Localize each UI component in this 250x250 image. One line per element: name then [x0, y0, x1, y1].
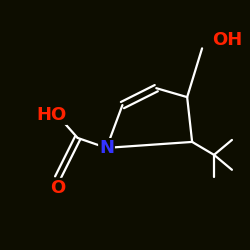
Text: N: N	[99, 139, 114, 157]
Text: O: O	[50, 179, 65, 197]
Text: OH: OH	[212, 32, 242, 50]
Text: HO: HO	[37, 106, 67, 124]
